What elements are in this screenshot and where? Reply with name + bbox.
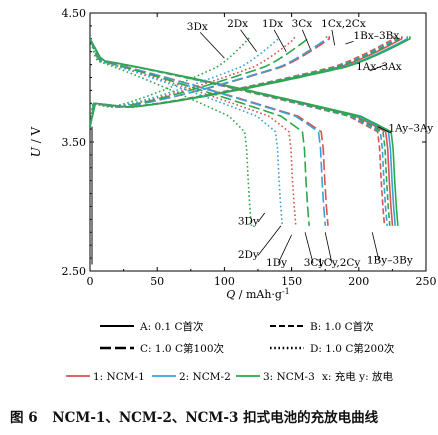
curves <box>90 36 411 265</box>
legend-sample-label-2: 2: NCM-2 <box>179 371 231 383</box>
curve-annotation: 3Dy <box>238 216 259 228</box>
annotation-arrow <box>377 126 392 134</box>
x-tick-label: 250 <box>416 275 437 288</box>
curve-annotation: 1Dy <box>266 257 287 269</box>
x-tick-label: 0 <box>87 275 94 288</box>
annotation-arrow <box>240 29 257 52</box>
curve-annotation: 1Bx–3Bx <box>353 30 399 42</box>
charge-curve-3D <box>90 36 250 127</box>
curve-annotation: 3Dx <box>187 21 208 33</box>
x-tick-label: 200 <box>348 275 369 288</box>
annotation-arrow <box>301 29 311 50</box>
y-tick-label: 2.50 <box>62 265 87 278</box>
charge-curve-1D <box>90 36 296 127</box>
curve-annotation: 1Cy,2Cy <box>317 257 360 269</box>
y-tick-label: 3.50 <box>62 136 87 149</box>
charge-curve-2C <box>90 36 328 127</box>
annotation-arrow <box>324 232 333 264</box>
curve-annotation: 1Ay–3Ay <box>388 123 433 135</box>
discharge-curve-3C <box>90 38 310 226</box>
legend-label-C: C: 1.0 C第100次 <box>140 342 225 355</box>
annotation-arrow <box>371 232 380 261</box>
charge-curve-3B <box>90 36 400 127</box>
annotation-arrow <box>257 225 282 256</box>
curve-annotation: 1Ax–3Ax <box>356 61 402 73</box>
charge-curve-2A <box>90 36 409 127</box>
discharge-curve-3D <box>90 38 253 226</box>
figure-caption: 图 6 NCM-1、NCM-2、NCM-3 扣式电池的充放电曲线 <box>10 406 430 426</box>
x-axis-label: Q / mAh·g-1 <box>226 287 290 302</box>
discharge-curve-2D <box>90 38 284 226</box>
curve-annotation: 3Cy <box>304 257 325 269</box>
curve-annotation: 1Cx,2Cx <box>321 18 366 30</box>
curve-annotation: 2Dy <box>238 249 259 261</box>
x-tick-label: 150 <box>281 275 302 288</box>
curve-annotation: 3Cx <box>292 18 313 30</box>
caption-number: 图 6 <box>10 410 38 426</box>
legend-label-B: B: 1.0 C首次 <box>310 320 374 333</box>
x-tick-label: 100 <box>214 275 235 288</box>
caption-text: NCM-1、NCM-2、NCM-3 扣式电池的充放电曲线 <box>52 410 379 426</box>
legend-label-A: A: 0.1 C首次 <box>139 320 204 333</box>
charge-curve-3C <box>90 36 309 127</box>
axes: 0 50 100 150 200 250 2.50 3.50 4.50 U / V Q / mAh·… <box>29 7 437 301</box>
legend-label-D: D: 1.0 C第200次 <box>310 342 395 355</box>
curve-annotation: 1Dx <box>262 18 283 30</box>
charge-curve-1A <box>90 36 403 127</box>
charge-curve-3A <box>90 36 411 127</box>
annotation-arrow <box>257 212 266 223</box>
annotation-arrow <box>369 64 386 72</box>
y-tick-label: 4.50 <box>62 7 87 20</box>
annotation-arrow <box>331 29 336 46</box>
annotation-arrow <box>304 232 314 264</box>
curve-annotation: 2Dx <box>227 18 248 30</box>
legend-sample-label-1: 1: NCM-1 <box>93 371 145 383</box>
annotation-arrow <box>345 40 354 45</box>
charge-curve-2D <box>90 36 280 127</box>
annotation-arrow <box>199 32 225 59</box>
annotation-arrow <box>273 29 287 52</box>
x-tick-label: 50 <box>150 275 164 288</box>
y-axis-label: U / V <box>29 126 43 157</box>
curve-annotation: 1By–3By <box>367 254 413 266</box>
discharge-curve-3B <box>90 38 391 226</box>
legend-mode-label: x: 充电 y: 放电 <box>322 370 393 383</box>
annotation-arrow <box>277 234 292 264</box>
legend: A: 0.1 C首次 B: 1.0 C首次 C: 1.0 C第100次 D: 1.0 … <box>66 320 395 383</box>
legend-sample-label-3: 3: NCM-3 <box>263 371 315 383</box>
